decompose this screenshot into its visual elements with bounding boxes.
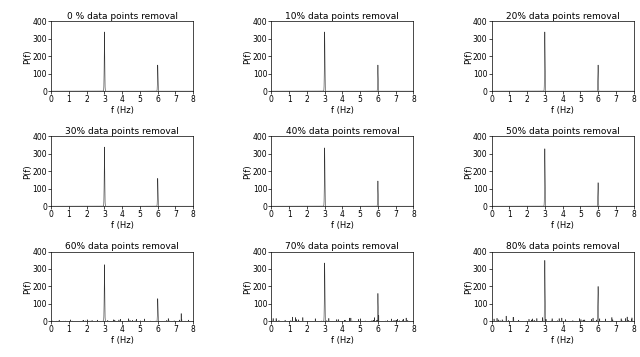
Title: 60% data points removal: 60% data points removal [65, 242, 179, 251]
Y-axis label: P(f): P(f) [24, 49, 33, 64]
X-axis label: f (Hz): f (Hz) [331, 336, 354, 345]
X-axis label: f (Hz): f (Hz) [551, 336, 574, 345]
Y-axis label: P(f): P(f) [464, 49, 473, 64]
Y-axis label: P(f): P(f) [464, 164, 473, 178]
Title: 20% data points removal: 20% data points removal [506, 12, 620, 21]
Y-axis label: P(f): P(f) [244, 279, 253, 294]
Title: 70% data points removal: 70% data points removal [285, 242, 399, 251]
Title: 30% data points removal: 30% data points removal [65, 127, 179, 136]
Y-axis label: P(f): P(f) [464, 279, 473, 294]
Y-axis label: P(f): P(f) [244, 164, 253, 178]
X-axis label: f (Hz): f (Hz) [111, 336, 134, 345]
X-axis label: f (Hz): f (Hz) [111, 221, 134, 230]
Y-axis label: P(f): P(f) [24, 279, 33, 294]
Title: 50% data points removal: 50% data points removal [506, 127, 620, 136]
X-axis label: f (Hz): f (Hz) [111, 106, 134, 115]
X-axis label: f (Hz): f (Hz) [551, 221, 574, 230]
Title: 0 % data points removal: 0 % data points removal [67, 12, 178, 21]
Title: 10% data points removal: 10% data points removal [285, 12, 399, 21]
Title: 40% data points removal: 40% data points removal [285, 127, 399, 136]
Title: 80% data points removal: 80% data points removal [506, 242, 620, 251]
Y-axis label: P(f): P(f) [24, 164, 33, 178]
Y-axis label: P(f): P(f) [244, 49, 253, 64]
X-axis label: f (Hz): f (Hz) [331, 106, 354, 115]
X-axis label: f (Hz): f (Hz) [551, 106, 574, 115]
X-axis label: f (Hz): f (Hz) [331, 221, 354, 230]
